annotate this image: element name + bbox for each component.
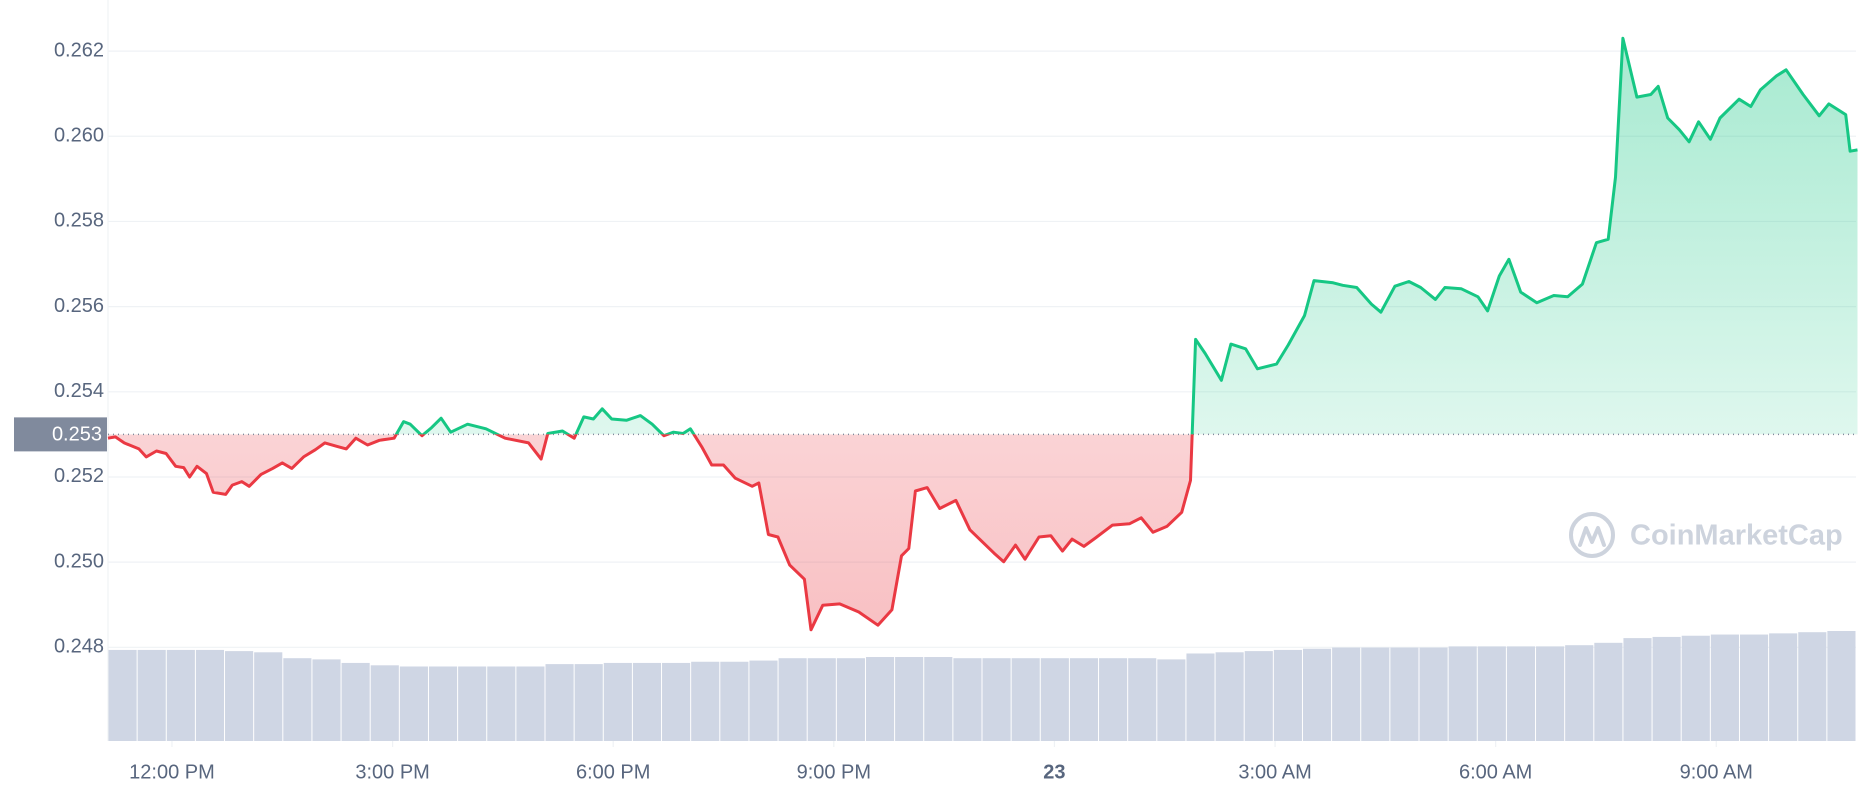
volume-bar: [1273, 649, 1302, 741]
volume-bar: [953, 658, 982, 741]
area-above: [108, 38, 1858, 435]
y-tick-label: 0.258: [54, 210, 104, 232]
y-tick-label: 0.250: [54, 550, 104, 572]
volume-bar: [1244, 651, 1273, 741]
y-tick-label: 0.256: [54, 295, 104, 317]
y-tick-label: 0.262: [54, 39, 104, 61]
volume-bar: [1769, 633, 1798, 741]
volume-bar: [1739, 634, 1769, 741]
volume-bar: [1040, 658, 1069, 741]
volume-bar: [1710, 634, 1739, 741]
volume-bar: [1215, 652, 1244, 741]
volume-bar: [1011, 658, 1040, 741]
volume-bar: [1652, 636, 1681, 741]
x-tick-label: 9:00 AM: [1680, 761, 1753, 783]
volume-bar: [254, 652, 283, 741]
volume-bar: [982, 658, 1011, 741]
volume-layer: [108, 631, 1856, 741]
volume-bar: [1099, 658, 1128, 741]
price-line-above: [394, 36, 1858, 435]
watermark-logo: [1569, 512, 1615, 558]
volume-bar: [166, 649, 195, 741]
area-layer: [108, 38, 1858, 630]
volume-bar: [1565, 645, 1594, 741]
x-tick-label: 9:00 PM: [797, 761, 871, 783]
baseline-label: 0.253: [52, 424, 102, 446]
grid-layer: [107, 0, 1856, 747]
x-tick-label: 6:00 PM: [576, 761, 650, 783]
volume-bar: [1361, 647, 1390, 741]
volume-bar: [1536, 646, 1565, 741]
volume-bar: [225, 651, 254, 741]
volume-bar: [895, 657, 924, 741]
volume-bar: [574, 664, 603, 741]
volume-bar: [1332, 647, 1361, 741]
volume-bar: [341, 662, 370, 741]
volume-bar: [1681, 635, 1710, 741]
x-tick-label: 3:00 AM: [1238, 761, 1311, 783]
volume-bar: [807, 658, 836, 741]
volume-bar: [1623, 638, 1652, 741]
volume-bar: [1448, 646, 1477, 741]
volume-bar: [108, 649, 137, 741]
y-tick-label: 0.260: [54, 125, 104, 147]
x-tick-label: 6:00 AM: [1459, 761, 1532, 783]
volume-bar: [283, 658, 312, 741]
volume-bar: [1302, 648, 1332, 741]
y-tick-label: 0.248: [54, 636, 104, 658]
volume-bar: [137, 649, 166, 741]
volume-bar: [720, 661, 749, 741]
volume-bar: [1069, 658, 1099, 741]
volume-bar: [487, 666, 516, 741]
volume-bar: [1419, 647, 1448, 741]
watermark-logo-mark: [1578, 526, 1606, 547]
volume-bar: [865, 657, 895, 741]
x-tick-label: 12:00 PM: [129, 761, 215, 783]
volume-bar: [516, 666, 545, 741]
area-below: [108, 434, 1193, 630]
watermark: CoinMarketCap: [1569, 512, 1843, 558]
labels-layer: 0.248 0.250 0.252 0.254 0.256 0.258 0.260 0.262…: [14, 39, 1753, 783]
volume-bar: [749, 660, 778, 741]
baseline-label-box: [14, 417, 107, 452]
volume-bar: [1827, 631, 1856, 741]
watermark-text: CoinMarketCap: [1630, 520, 1843, 552]
volume-bar: [632, 662, 662, 741]
x-tick-label: 3:00 PM: [355, 761, 429, 783]
volume-bar: [399, 666, 428, 741]
volume-bar: [312, 659, 341, 741]
volume-bar: [603, 662, 632, 741]
volume-bar: [836, 658, 865, 741]
volume-bar: [195, 649, 225, 741]
volume-bar: [1390, 647, 1419, 741]
x-tick-label: 23: [1043, 761, 1065, 783]
price-line-below: [107, 434, 1194, 632]
line-layer: [107, 36, 1858, 632]
volume-bar: [1128, 658, 1157, 741]
volume-bar: [1798, 632, 1827, 741]
volume-bar: [1186, 653, 1215, 741]
y-tick-label: 0.252: [54, 465, 104, 487]
volume-bar: [778, 658, 807, 741]
volume-bar: [1157, 659, 1186, 741]
volume-bar: [428, 666, 458, 741]
volume-bar: [1506, 646, 1536, 741]
volume-bar: [1477, 646, 1506, 741]
volume-bar: [924, 657, 953, 741]
volume-bar: [662, 662, 691, 741]
volume-bar: [1594, 642, 1623, 741]
volume-bar: [691, 661, 720, 741]
volume-bar: [545, 664, 574, 741]
volume-bar: [370, 665, 399, 741]
volume-bar: [458, 666, 487, 741]
y-tick-label: 0.254: [54, 380, 104, 402]
